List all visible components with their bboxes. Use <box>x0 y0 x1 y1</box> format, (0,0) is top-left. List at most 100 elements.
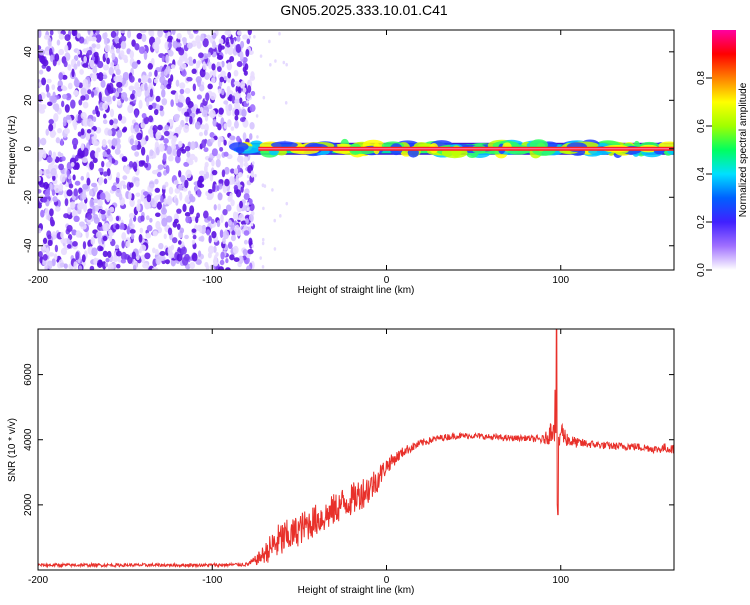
spectrogram-noise-cell <box>178 184 183 191</box>
spectrogram-noise-cell <box>237 87 242 94</box>
spectrogram-noise-cell <box>145 203 151 209</box>
spectrogram-noise-cell <box>217 192 223 201</box>
spectrogram-noise-cell <box>91 247 98 257</box>
spectrogram-noise-region <box>38 30 289 270</box>
spectrogram-noise-cell <box>233 120 239 129</box>
spectrogram-noise-cell <box>140 160 146 165</box>
spectrogram-noise-cell <box>102 74 108 80</box>
spectrogram-noise-cell <box>166 83 172 90</box>
spectrogram-noise-cell <box>254 173 257 178</box>
spectrogram-noise-cell <box>47 37 52 47</box>
spectrogram-noise-cell <box>89 150 96 160</box>
spectrogram-noise-cell <box>45 247 50 256</box>
spectrogram-noise-cell <box>172 40 179 49</box>
spectrogram-noise-cell <box>106 194 111 203</box>
spectrogram-noise-cell <box>194 121 201 130</box>
spectrogram-noise-cell <box>179 227 185 234</box>
spectrogram-noise-cell <box>120 251 127 261</box>
spectrogram-noise-cell <box>234 108 240 117</box>
spectrogram-noise-cell <box>102 102 109 111</box>
spectrogram-noise-cell <box>114 90 120 98</box>
spectrogram-noise-cell <box>53 184 61 194</box>
spectrogram-noise-cell <box>239 160 244 169</box>
spectrogram-noise-cell <box>97 199 103 207</box>
spectrogram-noise-cell <box>234 98 240 104</box>
spectrogram-noise-cell <box>239 51 244 60</box>
spectrogram-noise-cell <box>89 161 95 170</box>
spectrogram-noise-cell <box>151 198 155 206</box>
spectrogram-noise-cell <box>113 252 117 262</box>
spectrogram-noise-cell <box>246 174 250 179</box>
spectrogram-noise-cell <box>166 145 172 155</box>
spectrogram-noise-cell <box>161 88 166 98</box>
spectrogram-noise-cell <box>44 190 51 198</box>
spectrogram-noise-cell <box>71 229 77 236</box>
spectrogram-noise-cell <box>82 241 87 250</box>
spectrogram-noise-cell <box>163 137 169 144</box>
spectrogram-noise-cell <box>184 234 189 240</box>
spectrogram-noise-cell <box>253 34 256 39</box>
spectrogram-noise-cell <box>106 168 111 177</box>
spectrogram-y-tick-label: 40 <box>23 46 34 58</box>
spectrogram-noise-cell <box>236 35 241 42</box>
spectrogram-noise-cell <box>121 156 128 162</box>
spectrogram-noise-cell <box>54 53 60 62</box>
spectrogram-noise-cell <box>106 148 111 155</box>
spectrogram-noise-cell <box>64 128 70 135</box>
spectrogram-noise-cell <box>167 35 173 41</box>
spectrogram-noise-cell <box>161 184 167 190</box>
spectrogram-noise-cell <box>63 213 69 219</box>
spectrogram-noise-cell <box>217 88 222 94</box>
spectrogram-noise-cell <box>149 217 153 223</box>
spectrogram-noise-cell <box>199 106 204 113</box>
spectrogram-noise-cell <box>207 83 213 90</box>
spectrogram-noise-cell <box>140 30 147 34</box>
spectrogram-noise-cell <box>76 50 81 55</box>
spectrogram-noise-cell <box>92 116 97 123</box>
spectrogram-noise-cell <box>97 60 104 69</box>
spectrogram-noise-cell <box>217 43 223 53</box>
spectrogram-noise-cell <box>108 229 113 236</box>
spectrogram-noise-cell <box>246 207 250 211</box>
spectrogram-noise-cell <box>222 208 228 216</box>
spectrogram-noise-cell <box>140 122 146 129</box>
spectrogram-noise-cell <box>144 252 151 260</box>
spectrogram-noise-cell <box>235 43 242 54</box>
spectrogram-noise-cell <box>158 242 164 250</box>
spectrogram-noise-cell <box>184 87 191 94</box>
spectrogram-noise-cell <box>261 265 265 269</box>
spectrogram-noise-cell <box>197 179 203 188</box>
spectrogram-noise-cell <box>161 55 165 63</box>
spectrogram-noise-cell <box>38 188 42 194</box>
spectrogram-noise-cell <box>213 261 219 267</box>
spectrogram-noise-cell <box>95 231 102 239</box>
spectrogram-noise-cell <box>193 30 198 33</box>
snr-ticks: -200 -100 0 100 2000 4000 6000 <box>23 329 674 586</box>
spectrogram-noise-cell <box>92 109 96 115</box>
spectrogram-noise-cell <box>49 183 53 190</box>
snr-frame <box>37 328 675 571</box>
spectrogram-noise-cell <box>108 233 113 242</box>
spectrogram-noise-cell <box>131 144 138 151</box>
spectrogram-noise-cell <box>161 217 168 227</box>
spectrogram-noise-cell <box>71 137 79 147</box>
spectrogram-noise-cell <box>52 151 57 161</box>
spectrogram-noise-cell <box>136 59 141 65</box>
spectrogram-noise-cell <box>134 43 140 51</box>
spectrogram-noise-cell <box>239 200 243 209</box>
spectrogram-noise-cell <box>216 153 221 160</box>
spectrogram-noise-cell <box>77 131 82 137</box>
spectrogram-noise-cell <box>166 197 173 206</box>
spectrogram-noise-cell <box>58 72 64 81</box>
spectrogram-noise-cell <box>138 99 143 109</box>
spectrogram-noise-cell <box>233 69 239 77</box>
spectrogram-noise-cell <box>165 164 170 174</box>
spectrogram-noise-cell <box>199 84 205 92</box>
spectrogram-noise-cell <box>83 203 87 213</box>
spectrogram-noise-cell <box>96 110 101 118</box>
spectrogram-noise-cell <box>49 54 54 63</box>
spectrogram-noise-cell <box>240 186 244 193</box>
spectrogram-noise-cell <box>73 78 80 87</box>
spectrogram-noise-cell <box>191 252 198 262</box>
spectrogram-noise-cell <box>220 251 225 260</box>
